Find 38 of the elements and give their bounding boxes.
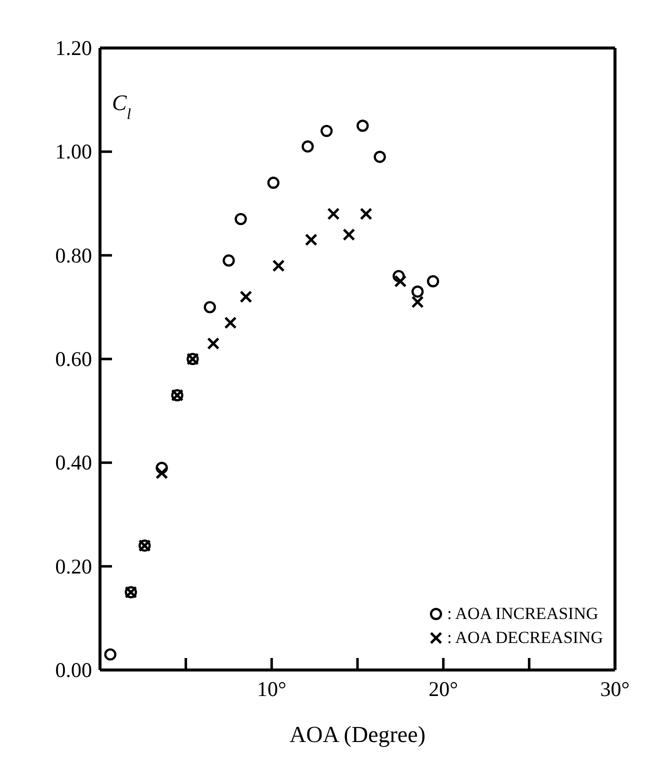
point [104, 648, 116, 661]
x-axis-title: AOA (Degree) [289, 722, 426, 747]
point [411, 296, 424, 308]
y-tick-label: 0.00 [55, 658, 92, 682]
y-axis-title: C$_{l}$ [112, 90, 131, 122]
x-tick-label: 10° [256, 677, 286, 701]
point [320, 124, 333, 138]
point [426, 275, 440, 288]
point [204, 301, 216, 314]
point [356, 120, 369, 132]
point [304, 234, 318, 246]
point [327, 208, 340, 220]
point [392, 270, 405, 282]
point [234, 212, 247, 226]
x-tick-label: 30° [600, 677, 630, 701]
point [302, 140, 314, 153]
point [267, 176, 280, 189]
y-tick-label: 1.00 [55, 140, 92, 164]
point [224, 316, 237, 329]
y-tick-label: 0.80 [55, 243, 92, 268]
point [342, 228, 356, 241]
legend-label: : AOA INCREASING [447, 603, 598, 625]
y-tick-label: 0.20 [55, 554, 92, 578]
x-tick-label: 20° [428, 677, 458, 701]
point [240, 290, 252, 304]
point [222, 254, 235, 267]
point [272, 259, 285, 272]
point [394, 275, 407, 288]
y-tick-label: 1.20 [55, 36, 92, 60]
legend-label: : AOA DECREASING [447, 627, 603, 649]
point [207, 337, 220, 350]
point [411, 286, 424, 298]
point [156, 462, 168, 474]
point [374, 150, 386, 163]
y-tick-label: 0.40 [55, 450, 92, 475]
point [360, 208, 372, 220]
y-tick-label: 0.60 [55, 347, 92, 371]
point [156, 466, 168, 480]
